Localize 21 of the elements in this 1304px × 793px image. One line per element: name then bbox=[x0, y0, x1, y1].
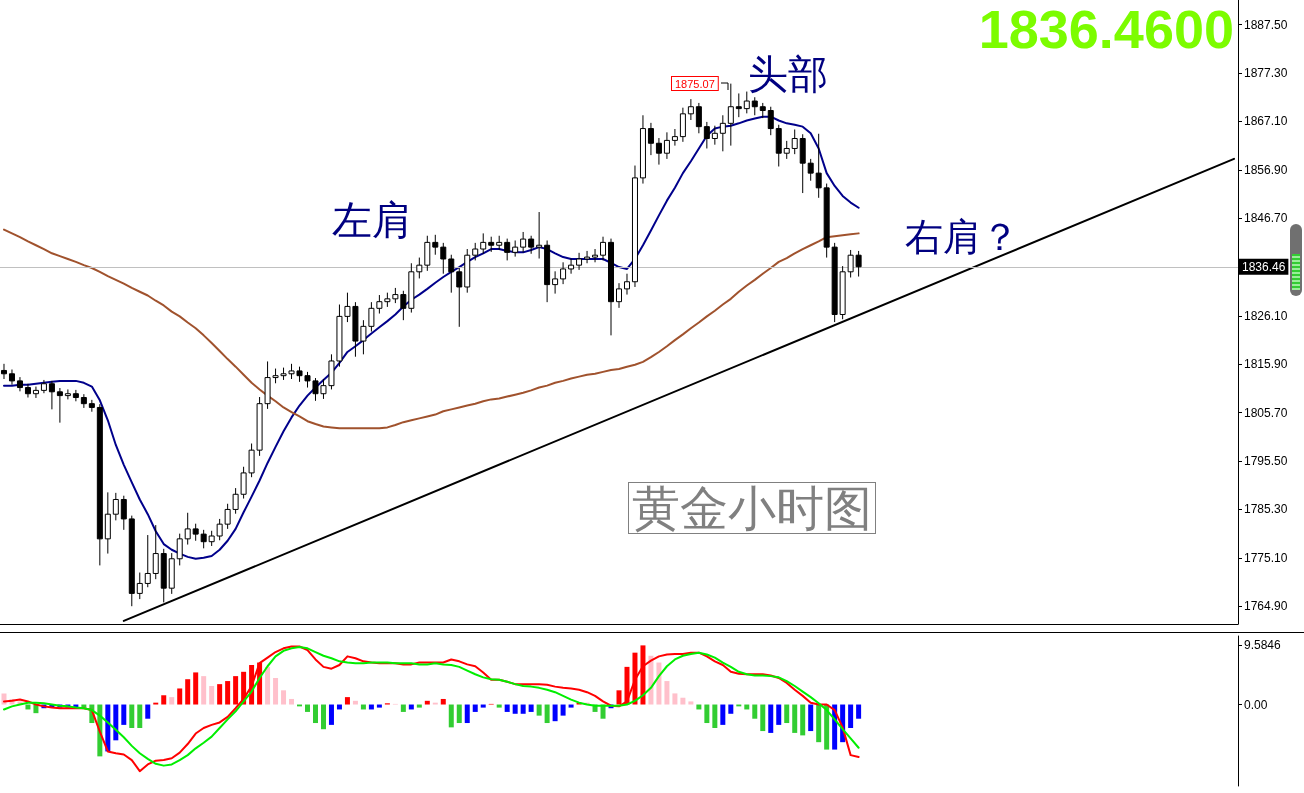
annotation: 黄金小时图 bbox=[632, 481, 872, 535]
y-tick-label: 1887.50 bbox=[1244, 17, 1288, 32]
ref-line-label: 1836.46 bbox=[1242, 259, 1286, 274]
annotation: 1875.07 bbox=[675, 77, 715, 90]
annotation: 右肩？ bbox=[905, 216, 1019, 258]
annotation: 1836.4600 bbox=[978, 0, 1234, 59]
y-tick-label: 1867.10 bbox=[1244, 114, 1288, 129]
y-tick-label: 1764.90 bbox=[1244, 599, 1288, 614]
y-tick-label: 1795.50 bbox=[1244, 454, 1288, 469]
y-tick-label: 1785.30 bbox=[1244, 502, 1288, 517]
y-tick-label: 9.5846 bbox=[1244, 638, 1282, 653]
y-tick-label: 1846.70 bbox=[1244, 211, 1288, 226]
y-tick-label: 0.00 bbox=[1244, 697, 1268, 712]
annotation: 头部 bbox=[748, 51, 828, 97]
y-tick-label: 1815.90 bbox=[1244, 357, 1288, 372]
y-tick-label: 1826.10 bbox=[1244, 308, 1288, 323]
y-tick-label: 1805.70 bbox=[1244, 405, 1288, 420]
y-tick-label: 1877.30 bbox=[1244, 66, 1288, 81]
annotation: 左肩 bbox=[332, 197, 412, 243]
y-tick-label: 1775.10 bbox=[1244, 550, 1288, 565]
y-tick-label: 1856.90 bbox=[1244, 162, 1288, 177]
